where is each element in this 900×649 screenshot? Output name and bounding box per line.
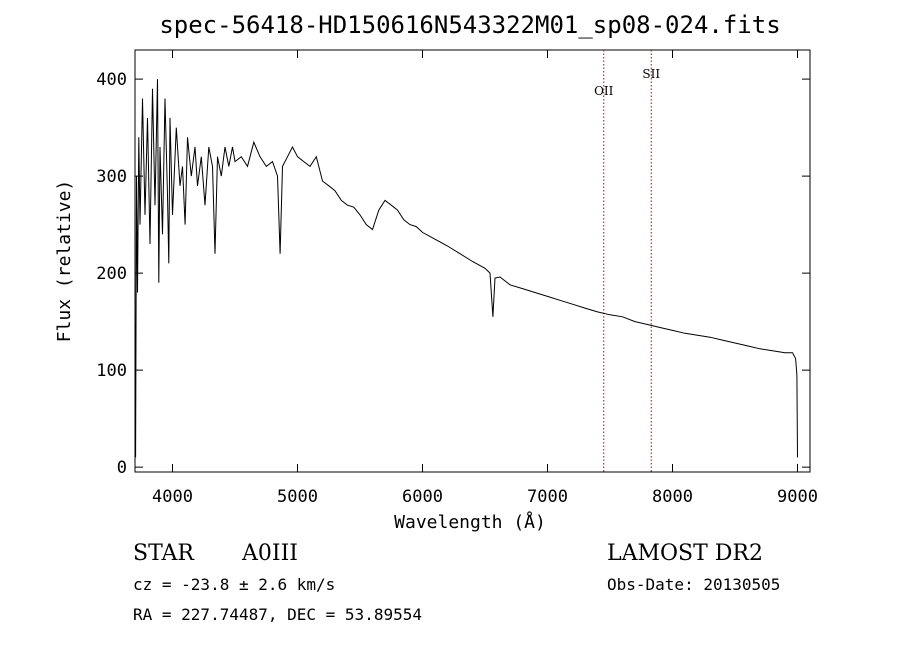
x-tick-label: 5000 — [277, 487, 318, 507]
x-tick-label: 8000 — [652, 487, 693, 507]
y-tick-label: 200 — [96, 264, 127, 284]
y-tick-label: 300 — [96, 167, 127, 187]
subclass-label: A0III — [241, 541, 298, 566]
x-axis-label: Wavelength (Å) — [394, 511, 546, 533]
plot-frame — [134, 49, 811, 473]
x-tick-label: 6000 — [402, 487, 443, 507]
redshift-label: cz = -23.8 ± 2.6 km/s — [133, 575, 335, 594]
x-axis: 4000 5000 6000 7000 8000 9000 — [152, 50, 818, 507]
y-axis-label: Flux (relative) — [54, 180, 75, 343]
y-axis: 0 100 200 300 400 — [96, 70, 810, 478]
coordinates-label: RA = 227.74487, DEC = 53.89554 — [133, 605, 422, 624]
chart-title: spec-56418-HD150616N543322M01_sp08-024.f… — [159, 11, 780, 39]
spectrum-series-line — [135, 79, 798, 458]
line-markers: OII SII — [594, 50, 660, 472]
x-tick-label: 4000 — [152, 487, 193, 507]
y-tick-label: 0 — [117, 458, 127, 478]
survey-label: LAMOST DR2 — [607, 541, 763, 566]
obs-date-label: Obs-Date: 20130505 — [607, 575, 780, 594]
line-marker-label: OII — [594, 84, 614, 98]
y-tick-label: 400 — [96, 70, 127, 90]
x-tick-label: 9000 — [777, 487, 818, 507]
y-tick-label: 100 — [96, 361, 127, 381]
object-type-label: STAR — [133, 541, 195, 566]
x-tick-label: 7000 — [527, 487, 568, 507]
line-marker-label: SII — [642, 67, 660, 81]
